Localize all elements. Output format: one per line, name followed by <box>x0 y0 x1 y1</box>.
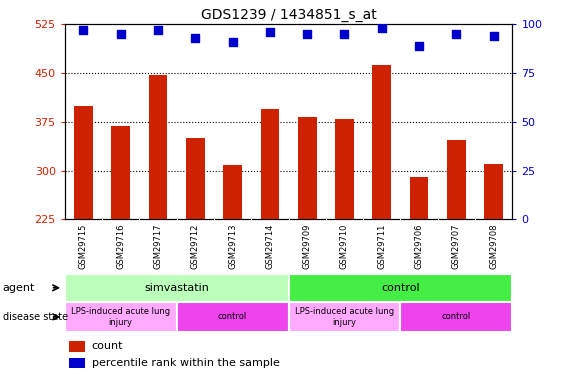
Point <box>154 27 163 33</box>
Text: GSM29714: GSM29714 <box>265 224 274 269</box>
Text: GSM29711: GSM29711 <box>377 224 386 269</box>
Point <box>489 33 498 39</box>
Point <box>116 31 125 37</box>
Bar <box>69 358 85 368</box>
Bar <box>186 138 204 219</box>
Text: GSM29712: GSM29712 <box>191 224 200 269</box>
Bar <box>261 109 279 219</box>
Text: GSM29706: GSM29706 <box>414 224 423 269</box>
Bar <box>410 177 428 219</box>
Point <box>340 31 349 37</box>
Point <box>377 25 386 31</box>
Text: GSM29713: GSM29713 <box>228 224 237 269</box>
Bar <box>289 274 512 302</box>
Text: GSM29717: GSM29717 <box>154 224 163 269</box>
Point <box>452 31 461 37</box>
Text: disease state: disease state <box>3 312 68 322</box>
Text: GSM29716: GSM29716 <box>116 224 125 269</box>
Point <box>265 29 274 35</box>
Bar <box>177 302 289 332</box>
Bar <box>65 274 289 302</box>
Point <box>191 35 200 41</box>
Text: LPS-induced acute lung
injury: LPS-induced acute lung injury <box>295 307 394 327</box>
Text: agent: agent <box>3 283 35 293</box>
Text: GSM29707: GSM29707 <box>452 224 461 269</box>
Point <box>303 31 312 37</box>
Point <box>79 27 88 33</box>
Text: control: control <box>442 312 471 321</box>
Text: GSM29709: GSM29709 <box>303 224 312 269</box>
Bar <box>373 65 391 219</box>
Text: percentile rank within the sample: percentile rank within the sample <box>92 358 279 368</box>
Bar <box>484 164 503 219</box>
Point <box>414 43 423 49</box>
Bar <box>65 302 177 332</box>
Text: GSM29708: GSM29708 <box>489 224 498 269</box>
Bar <box>74 106 93 219</box>
Text: control: control <box>381 283 420 293</box>
Text: LPS-induced acute lung
injury: LPS-induced acute lung injury <box>71 307 170 327</box>
Text: GSM29715: GSM29715 <box>79 224 88 269</box>
Bar <box>400 302 512 332</box>
Text: control: control <box>218 312 247 321</box>
Title: GDS1239 / 1434851_s_at: GDS1239 / 1434851_s_at <box>200 8 377 22</box>
Text: count: count <box>92 341 123 351</box>
Bar <box>69 341 85 352</box>
Bar <box>447 140 466 219</box>
Bar <box>224 165 242 219</box>
Bar <box>149 75 167 219</box>
Bar <box>111 126 130 219</box>
Text: GSM29710: GSM29710 <box>340 224 349 269</box>
Bar <box>335 118 354 219</box>
Point <box>228 39 237 45</box>
Bar <box>298 117 316 219</box>
Text: simvastatin: simvastatin <box>144 283 209 293</box>
Bar <box>289 302 400 332</box>
